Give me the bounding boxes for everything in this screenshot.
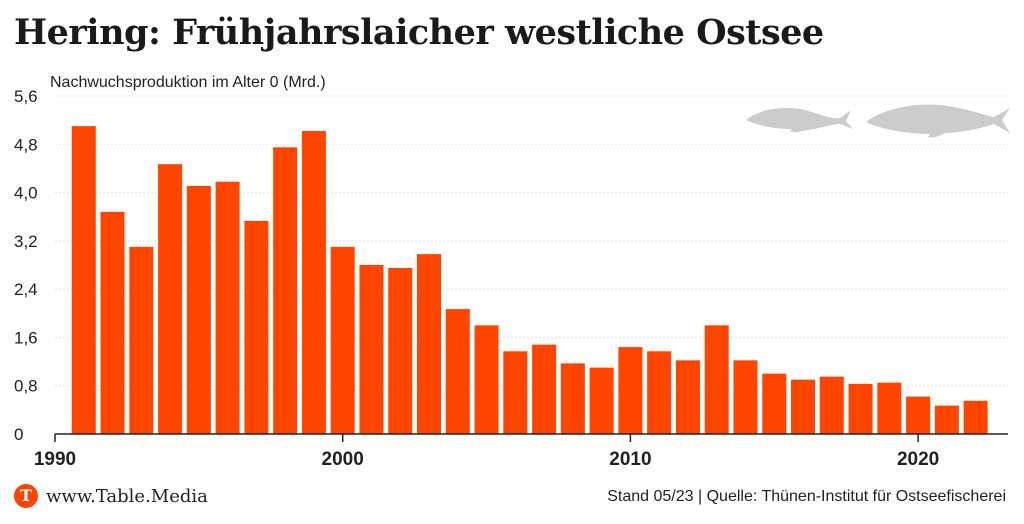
bars: [71, 126, 988, 435]
bar: [301, 131, 326, 434]
bar: [215, 181, 240, 434]
bar: [417, 254, 442, 434]
y-tick-label: 1,6: [14, 328, 38, 347]
bar: [762, 373, 787, 434]
bar: [675, 360, 700, 434]
bar: [100, 211, 125, 434]
y-axis-label: Nachwuchsproduktion im Alter 0 (Mrd.): [50, 74, 326, 91]
fish-icons: [746, 104, 1010, 138]
bar: [704, 325, 729, 434]
x-tick-label: 2000: [322, 449, 364, 470]
bar: [273, 147, 298, 434]
y-tick-label: 5,6: [14, 87, 38, 106]
fish-icon: [746, 107, 853, 133]
bar: [560, 363, 585, 434]
y-tick-label: 2,4: [14, 280, 38, 299]
bar: [186, 185, 211, 434]
bar-chart: Nachwuchsproduktion im Alter 0 (Mrd.) 00…: [14, 74, 1010, 470]
bar: [158, 164, 183, 435]
bar: [330, 246, 355, 434]
bar: [445, 309, 470, 434]
chart-title: Hering: Frühjahrslaicher westliche Ostse…: [14, 12, 824, 53]
gridlines: [55, 95, 1008, 387]
x-tick-label: 1990: [34, 449, 76, 470]
bar: [791, 379, 816, 434]
y-tick-label: 0: [14, 425, 23, 444]
bar: [618, 347, 643, 434]
x-tick-labels: 1990 2000 2010 2020: [34, 434, 939, 470]
bar: [503, 351, 528, 434]
bar: [359, 265, 384, 434]
bar: [532, 344, 557, 434]
x-tick-label: 2020: [897, 449, 939, 470]
bar: [848, 383, 873, 434]
bar: [906, 396, 931, 434]
bar: [934, 405, 959, 434]
table-media-logo-icon: T: [14, 484, 38, 508]
source-note: Stand 05/23 | Quelle: Thünen-Institut fü…: [607, 488, 1006, 505]
bar: [71, 126, 96, 434]
brand-link[interactable]: www.Table.Media: [46, 485, 208, 507]
y-tick-label: 0,8: [14, 377, 38, 396]
bar: [474, 325, 499, 434]
y-tick-label: 4,0: [14, 184, 38, 203]
bar: [129, 246, 154, 434]
bar: [819, 376, 844, 434]
bar: [647, 351, 672, 434]
bar: [733, 360, 758, 434]
y-tick-labels: 0 0,8 1,6 2,4 3,2 4,0 4,8 5,6: [14, 87, 38, 444]
y-tick-label: 4,8: [14, 135, 38, 154]
x-tick-label: 2010: [609, 449, 651, 470]
bar: [589, 367, 614, 434]
bar: [963, 400, 988, 434]
brand-footer: T www.Table.Media: [14, 484, 208, 508]
fish-icon: [866, 104, 1010, 138]
bar: [244, 220, 269, 434]
bar: [877, 382, 902, 434]
y-tick-label: 3,2: [14, 232, 38, 251]
bar: [388, 268, 413, 434]
